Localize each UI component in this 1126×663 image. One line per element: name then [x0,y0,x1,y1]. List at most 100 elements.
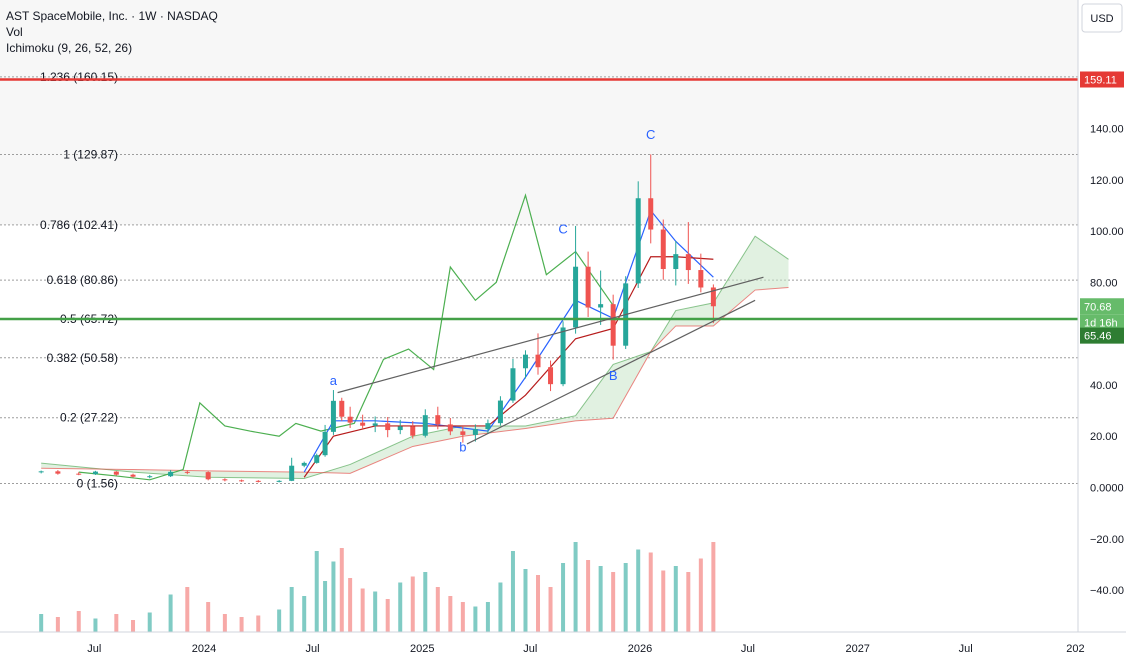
volume-bar [256,615,261,632]
candle-body [435,415,441,425]
candle-body [301,462,307,466]
volume-bar [460,602,465,632]
lagging-span [78,193,614,481]
candle-body [184,471,190,473]
horizontal-lines[interactable] [0,78,1078,321]
volume-bar [147,612,152,632]
candle-body [472,429,478,435]
volume-bar [510,551,515,632]
time-scale-bg [0,632,1126,663]
volume-bar [548,587,553,632]
price-tag-label: 65.46 [1084,331,1112,343]
volume-bar [711,542,716,632]
volume-bar [323,581,328,632]
candle-body [410,426,416,436]
x-tick-label: Jul [306,643,320,655]
candle-body [447,424,453,432]
candle-body [635,198,641,284]
wave-label: C [558,222,567,237]
volume-bar [76,611,81,632]
fib-level-label: 0.786 (102.41) [40,218,118,232]
volume-bar [423,572,428,632]
volume-bar [673,566,678,632]
volume-bar [302,596,307,632]
x-tick-label: Jul [741,643,755,655]
volume-bar [435,587,440,632]
currency-label: USD [1090,13,1113,25]
y-tick-label: 100.00 [1090,226,1124,238]
upper-shade [0,0,1078,225]
volume-bar [598,566,603,632]
candle-body [698,270,704,288]
candle-body [397,426,403,431]
candle-body [92,471,98,475]
currency-box [1081,3,1123,33]
candle-body [339,400,345,417]
volume-bar [206,602,211,632]
volume-bar [410,576,415,632]
ichimoku-cloud [41,235,789,480]
volume-bar [398,582,403,632]
volume-bar [686,572,691,632]
price-tag-bg [1080,298,1124,315]
x-tick-label: 2027 [845,643,869,655]
volume-bar [448,596,453,632]
candle-body [560,327,566,385]
candle-body [360,422,366,426]
volume-bar [331,561,336,632]
volume-bar [373,591,378,632]
symbol-title[interactable]: AST SpaceMobile, Inc. · 1W · NASDAQ [6,9,218,23]
volume-bar [498,582,503,632]
candle-body [510,368,516,401]
volume-bar [222,614,227,632]
trendlines[interactable] [337,276,764,445]
wave-label: a [330,373,338,388]
candle-body [485,423,491,430]
y-tick-label: 0.0000 [1090,483,1124,495]
candle-body [710,287,716,307]
trendline [466,299,756,445]
x-tick-label: Jul [959,643,973,655]
y-tick-label: 120.00 [1090,175,1124,187]
price-tag-label: 1d 16h [1084,317,1118,329]
candle-body [276,480,282,482]
volume-bar [239,617,244,632]
candle-body [168,471,174,477]
volume-bar [573,542,578,632]
trendline [337,276,764,394]
volume-bar [698,558,703,632]
wave-label: C [646,127,655,142]
wave-label: B [609,368,618,383]
candle-body [573,266,579,328]
x-tick-label: 2025 [410,643,434,655]
volume-bar [648,552,653,632]
price-tag-bg [1080,71,1124,88]
candle-body [239,480,245,482]
ichimoku-indicator-label[interactable]: Ichimoku (9, 26, 52, 26) [6,41,133,55]
volume-bar [473,606,478,632]
wave-labels: a b C B C [330,127,656,455]
grid [0,0,1078,225]
vol-indicator-label[interactable]: Vol [6,25,23,39]
candle-body [685,254,691,271]
candle-body [330,400,336,432]
candle-body [205,472,211,480]
y-tick-label: 80.00 [1090,277,1118,289]
volume-bar [168,594,173,632]
candle-body [460,431,466,435]
chart-legend: AST SpaceMobile, Inc. · 1W · NASDAQ Vol … [6,8,218,56]
price-tag-bg [1080,327,1124,344]
candle-body [289,465,295,481]
volume-bar [93,618,98,632]
wave-label: b [459,440,466,455]
candle-body [372,423,378,426]
volume-bar [523,569,528,632]
fib-level-label: 0.382 (50.58) [47,351,118,365]
y-tick-label: 20.00 [1090,431,1118,443]
volume-bar [611,572,616,632]
candle-body [535,354,541,368]
volume-bar [277,609,282,632]
y-tick-label: 140.00 [1090,124,1124,136]
